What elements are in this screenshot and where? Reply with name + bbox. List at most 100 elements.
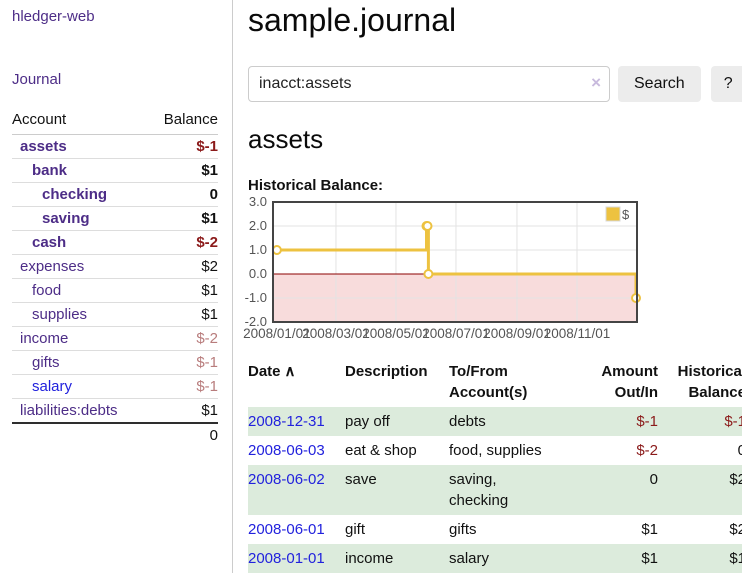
transaction-date-link[interactable]: 2008-01-01 [248,550,325,567]
account-balance: 0 [148,182,218,207]
account-row: cash $-2 [12,230,218,255]
transaction-balance: $2 [729,471,742,488]
account-balance: $2 [148,254,218,279]
accounts-col-header: Account [12,108,149,135]
amount-column-header: Amount Out/In [601,363,658,401]
account-row: checking 0 [12,182,218,207]
page-title: sample.journal [248,2,457,38]
transaction-row: 2008-01-01 income salary $1 $1 [248,544,742,573]
account-link[interactable]: income [20,330,69,347]
svg-text:-2.0: -2.0 [245,314,267,329]
account-balance: $1 [148,278,218,303]
search-help-button[interactable]: ? [710,66,742,102]
transaction-amount: 0 [649,471,658,488]
transaction-date-link[interactable]: 2008-06-01 [248,521,325,538]
account-balance: $-2 [148,326,218,351]
account-link[interactable]: bank [32,162,68,179]
search-button[interactable]: Search [618,66,701,102]
transaction-description: gift [345,521,366,538]
main-panel: sample.journal × Search ? assets Histori… [233,0,742,573]
account-link[interactable]: saving [42,210,90,227]
accounts-column-header: To/From Account(s) [449,363,528,401]
transaction-amount: $-1 [636,413,658,430]
transaction-date-link[interactable]: 2008-06-03 [248,442,325,459]
account-balance: $1 [148,302,218,327]
account-link[interactable]: expenses [20,258,85,275]
svg-text:2.0: 2.0 [249,218,267,233]
transaction-balance: $2 [729,521,742,538]
svg-text:2008/07/01: 2008/07/01 [422,326,490,341]
transaction-amount: $1 [641,521,658,538]
balance-col-header: Balance [148,108,218,135]
nav-journal-link[interactable]: Journal [12,71,62,88]
account-balance: $1 [148,158,218,183]
account-row: expenses $2 [12,254,218,279]
account-row: bank $1 [12,158,218,183]
account-row: income $-2 [12,326,218,351]
svg-text:3.0: 3.0 [249,194,267,209]
accounts-total-row: 0 [12,422,218,447]
account-balance: $-1 [148,374,218,399]
account-row: gifts $-1 [12,350,218,375]
account-link[interactable]: assets [20,138,67,155]
account-heading: assets [248,124,324,154]
account-link[interactable]: salary [32,378,73,395]
accounts-total-value: 0 [148,422,218,447]
transaction-description: pay off [345,413,390,430]
transaction-row: 2008-06-02 save saving, checking 0 $2 [248,465,742,515]
account-balance: $1 [148,398,218,423]
legend-swatch [605,206,621,222]
brand-link[interactable]: hledger-web [12,8,95,25]
accounts-table: Account Balance assets $-1 bank $1 [12,108,218,447]
account-balance: $-1 [148,350,218,375]
transaction-accounts: salary [449,550,490,567]
sidebar: hledger-web Journal Account Balance asse… [0,0,233,573]
search-form: × Search ? [248,66,742,102]
account-link[interactable]: gifts [32,354,60,371]
account-balance: $1 [148,206,218,231]
transaction-accounts: debts [449,413,486,430]
date-column-header[interactable]: Date ∧ [248,363,296,380]
transaction-accounts: gifts [449,521,477,538]
svg-text:2008/01/01: 2008/01/01 [243,326,311,341]
svg-text:2008/11/01: 2008/11/01 [544,326,611,341]
transaction-balance: $1 [729,550,742,567]
search-input[interactable] [248,66,610,102]
transaction-description: income [345,550,394,567]
transactions-table: Date ∧ Description To/From Account(s) Amo… [248,359,742,573]
account-link[interactable]: liabilities:debts [20,402,118,419]
account-link[interactable]: cash [32,234,67,251]
data-point-marker [423,269,434,279]
svg-text:0.0: 0.0 [249,266,267,281]
transaction-accounts: saving, checking [449,471,509,509]
account-link[interactable]: checking [42,186,108,203]
balance-chart: $3.0 2.0 1.0 0.0 -1.0 -2.02008/01/012008/03/0… [243,194,641,341]
transaction-balance: $-1 [724,413,742,430]
account-row: salary $-1 [12,374,218,399]
transaction-accounts: food, supplies [449,442,542,459]
data-point-marker [422,221,433,231]
transaction-date-link[interactable]: 2008-12-31 [248,413,325,430]
transaction-description: save [345,471,377,488]
clear-search-icon[interactable]: × [591,73,601,92]
transaction-date-link[interactable]: 2008-06-02 [248,471,325,488]
transaction-amount: $-2 [636,442,658,459]
plot-border [272,201,638,323]
account-link[interactable]: supplies [32,306,88,323]
transaction-row: 2008-06-03 eat & shop food, supplies $-2… [248,436,742,465]
svg-text:2008/09/01: 2008/09/01 [483,326,551,341]
account-row: liabilities:debts $1 [12,398,218,423]
transaction-row: 2008-06-01 gift gifts $1 $2 [248,515,742,544]
transaction-amount: $1 [641,550,658,567]
sort-ascending-icon: ∧ [284,363,296,380]
transaction-row: 2008-12-31 pay off debts $-1 $-1 [248,407,742,436]
description-column-header: Description [345,363,428,380]
account-row: assets $-1 [12,135,218,159]
legend-label: $ [622,207,630,222]
account-balance: $-1 [196,138,218,155]
account-link[interactable]: food [32,282,62,299]
svg-text:2008/03/01: 2008/03/01 [302,326,370,341]
transaction-description: eat & shop [345,442,417,459]
transaction-balance: 0 [737,442,742,459]
